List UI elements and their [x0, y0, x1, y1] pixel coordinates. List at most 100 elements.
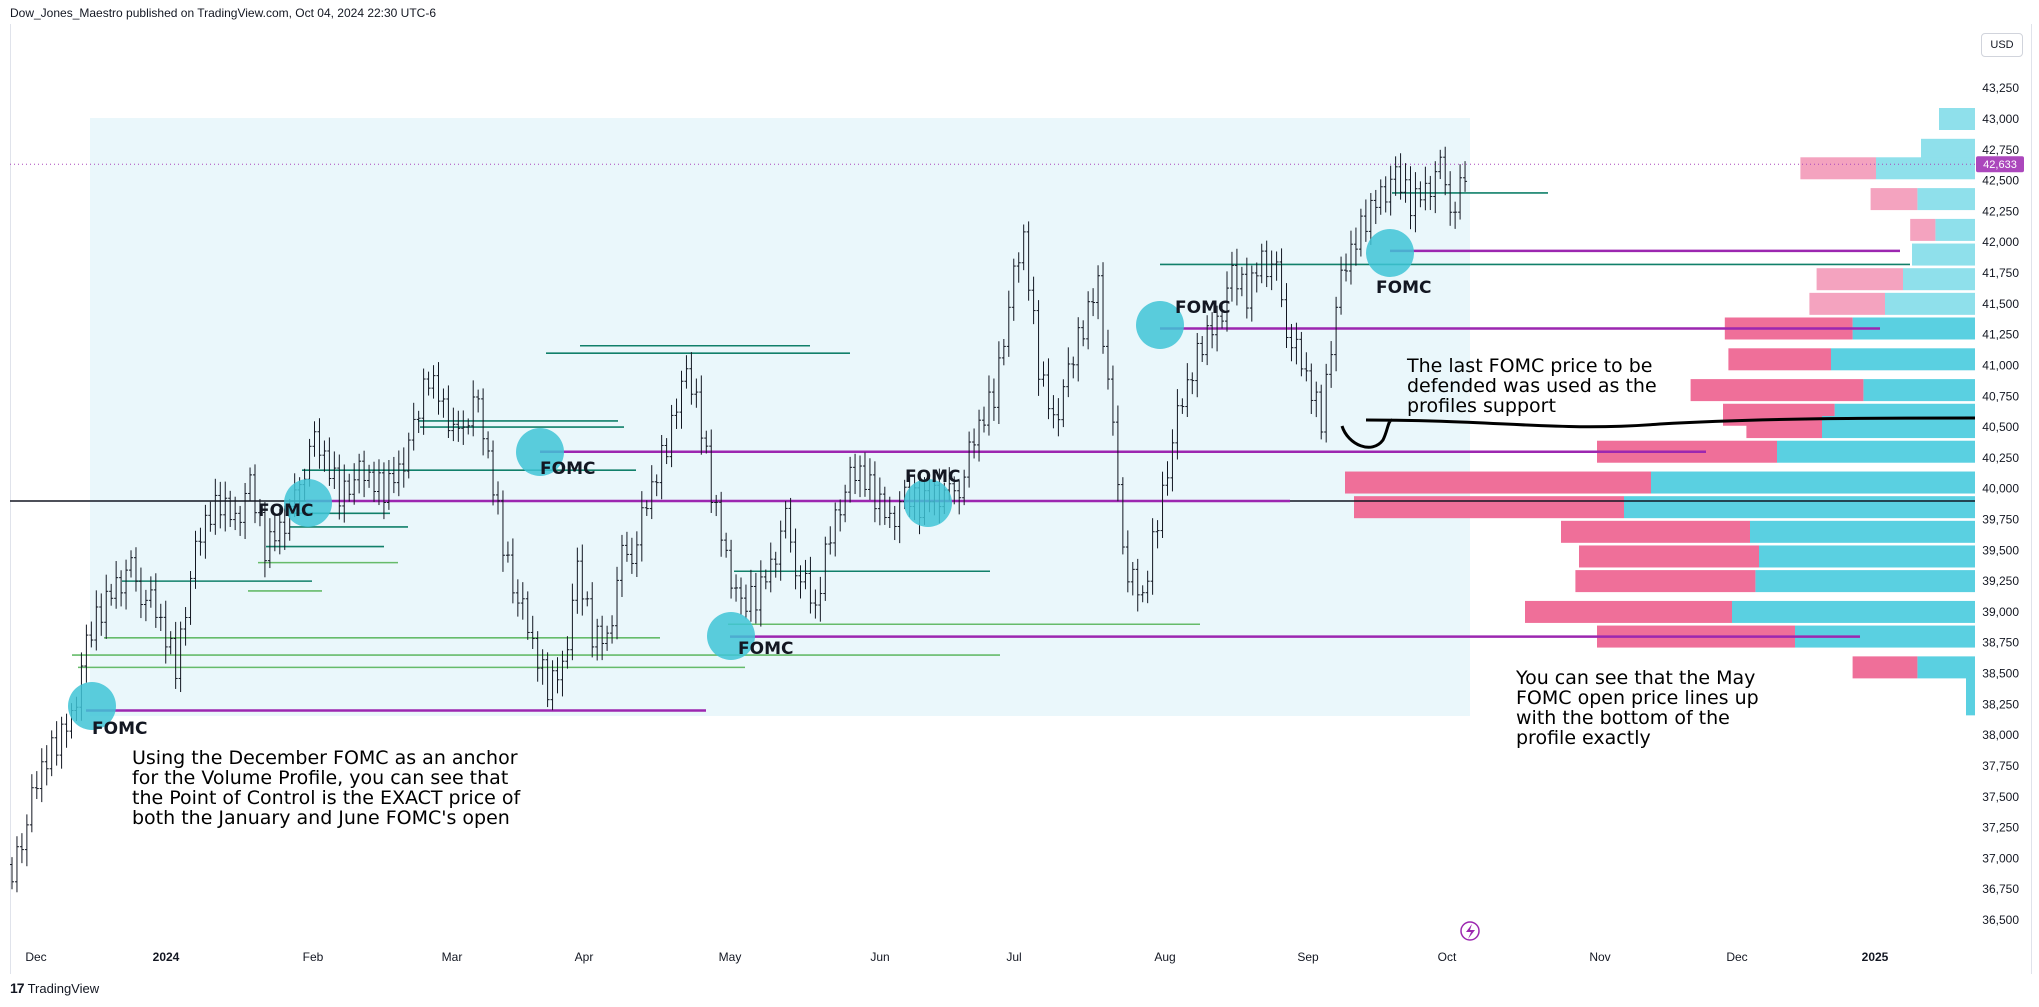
- volume-profile-up-bar: [1852, 317, 1975, 340]
- fomc-label: FOMC: [1175, 298, 1230, 318]
- y-axis-tick-label: 42,000: [1982, 235, 2019, 249]
- fomc-label: FOMC: [258, 501, 313, 521]
- volume-profile-down-bar: [1354, 496, 1624, 519]
- defended-support-curve: [1340, 416, 1976, 449]
- volume-profile-up-bar: [1831, 348, 1975, 371]
- volume-profile-up-bar: [1777, 440, 1975, 463]
- y-axis-tick-label: 42,250: [1982, 204, 2019, 218]
- y-axis-tick-label: 37,500: [1982, 790, 2019, 804]
- x-axis-label: Dec: [1726, 950, 1747, 964]
- x-axis-label: Nov: [1589, 950, 1610, 964]
- volume-profile-up-bar: [1912, 243, 1975, 266]
- x-axis-label: 2025: [1862, 950, 1889, 964]
- volume-profile-up-bar: [1935, 218, 1975, 241]
- x-axis-label: Jul: [1006, 950, 1021, 964]
- volume-profile-down-bar: [1816, 268, 1903, 291]
- x-axis-label: Apr: [575, 950, 594, 964]
- volume-profile-down-bar: [1809, 292, 1885, 315]
- fomc-marker: [904, 479, 952, 527]
- fomc-marker: [516, 428, 564, 476]
- y-axis-tick-label: 41,750: [1982, 266, 2019, 280]
- volume-profile-up-bar: [1755, 570, 1975, 593]
- y-axis-tick-label: 39,000: [1982, 605, 2019, 619]
- volume-profile-up-bar: [1624, 496, 1975, 519]
- y-axis-tick-label: 41,000: [1982, 358, 2019, 372]
- volume-profile-down-bar: [1910, 218, 1936, 241]
- volume-profile-down-bar: [1728, 348, 1831, 371]
- y-axis-tick-label: 43,000: [1982, 112, 2019, 126]
- y-axis-tick-label: 40,250: [1982, 451, 2019, 465]
- fomc-label: FOMC: [540, 459, 595, 479]
- fomc-label: FOMC: [905, 467, 960, 487]
- volume-profile-up-bar: [1651, 471, 1975, 494]
- fomc-label: FOMC: [1376, 278, 1431, 298]
- volume-profile-up-bar: [1917, 188, 1975, 211]
- y-axis-tick-label: 38,750: [1982, 636, 2019, 650]
- event-flash-icon-bolt: [1466, 924, 1475, 939]
- x-axis-label: Mar: [442, 950, 463, 964]
- y-axis-tick-label: 38,250: [1982, 697, 2019, 711]
- volume-profile-down-bar: [1800, 157, 1876, 180]
- y-axis-tick-label: 37,750: [1982, 759, 2019, 773]
- volume-profile-up-bar: [1966, 693, 1975, 716]
- profile-range-area: [90, 118, 1470, 716]
- last-fomc-note: The last FOMC price to be defended was u…: [1407, 355, 1657, 417]
- volume-profile-up-bar: [1903, 268, 1975, 291]
- volume-profile-down-bar: [1579, 545, 1759, 568]
- fomc-marker: [707, 612, 755, 660]
- volume-profile-down-bar: [1746, 416, 1822, 439]
- y-axis-tick-label: 40,500: [1982, 420, 2019, 434]
- x-axis-label: Sep: [1297, 950, 1319, 964]
- tradingview-logo-icon: 17: [10, 980, 25, 996]
- may-fomc-note: You can see that the May FOMC open price…: [1516, 667, 1759, 749]
- y-axis-tick-label: 41,500: [1982, 297, 2019, 311]
- volume-profile-up-bar: [1876, 157, 1975, 180]
- volume-profile-up-bar: [1750, 520, 1975, 543]
- x-axis-label: 2024: [153, 950, 180, 964]
- last-price-tag: [1976, 156, 2024, 173]
- fomc-marker: [1136, 301, 1184, 349]
- volume-profile-down-bar: [1525, 600, 1732, 623]
- volume-profile-up-bar: [1822, 416, 1975, 439]
- publisher-line: Dow_Jones_Maestro published on TradingVi…: [10, 6, 437, 20]
- y-axis-tick-label: 39,750: [1982, 513, 2019, 527]
- volume-profile-up-bar: [1863, 379, 1975, 402]
- x-axis-label: Feb: [303, 950, 324, 964]
- volume-profile-down-bar: [1345, 471, 1651, 494]
- volume-profile-down-bar: [1690, 379, 1864, 402]
- y-axis-tick-label: 39,500: [1982, 543, 2019, 557]
- fomc-label: FOMC: [92, 719, 147, 739]
- x-axis-label: Jun: [870, 950, 889, 964]
- december-anchor-note: Using the December FOMC as an anchor for…: [132, 747, 521, 829]
- volume-profile-down-bar: [1561, 520, 1750, 543]
- volume-profile-down-bar: [1575, 570, 1756, 593]
- x-axis-label: Oct: [1438, 950, 1457, 964]
- y-axis-tick-label: 40,000: [1982, 482, 2019, 496]
- volume-profile-up-bar: [1917, 656, 1975, 679]
- volume-profile-up-bar: [1966, 674, 1975, 697]
- volume-profile-up-bar: [1732, 600, 1975, 623]
- volume-profile-up-bar: [1939, 108, 1975, 130]
- volume-profile-down-bar: [1870, 188, 1918, 211]
- tradingview-brand-name: TradingView: [27, 980, 100, 996]
- tradingview-brand[interactable]: 17 TradingView: [10, 980, 99, 996]
- last-price-label: 42,633: [1983, 159, 2017, 171]
- volume-profile-up-bar: [1795, 625, 1975, 648]
- y-axis-tick-label: 39,250: [1982, 574, 2019, 588]
- currency-button[interactable]: USD: [1981, 33, 2023, 57]
- fomc-marker: [1366, 229, 1414, 277]
- fomc-label: FOMC: [738, 639, 793, 659]
- volume-profile-down-bar: [1852, 656, 1918, 679]
- y-axis-tick-label: 38,000: [1982, 728, 2019, 742]
- y-axis-tick-label: 42,500: [1982, 174, 2019, 188]
- x-axis-label: Dec: [25, 950, 46, 964]
- y-axis-tick-label: 37,250: [1982, 821, 2019, 835]
- volume-profile-up-bar: [1921, 138, 1975, 161]
- y-axis-tick-label: 36,500: [1982, 913, 2019, 927]
- chart-frame: [10, 24, 2032, 974]
- event-flash-icon: [1460, 921, 1480, 941]
- fomc-marker: [284, 479, 332, 527]
- y-axis-tick-label: 37,000: [1982, 851, 2019, 865]
- y-axis-tick-label: 41,250: [1982, 328, 2019, 342]
